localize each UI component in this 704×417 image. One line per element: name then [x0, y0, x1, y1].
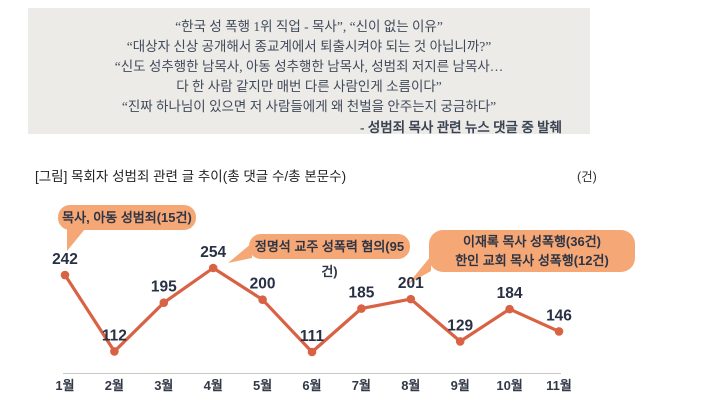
- data-point-marker: [258, 295, 267, 305]
- x-axis-tick-label: 11월: [546, 378, 572, 393]
- x-axis-tick-label: 10월: [496, 378, 522, 393]
- x-axis-tick-label: 5월: [253, 378, 272, 393]
- data-point-marker: [455, 337, 465, 346]
- data-point-value: 146: [546, 307, 572, 324]
- data-point-marker: [307, 347, 317, 357]
- x-axis-tick-label: 4월: [204, 378, 223, 393]
- quote-box: “한국 성 폭행 1위 직업 - 목사”, “신이 없는 이유” “대상자 신상…: [28, 8, 590, 135]
- data-point-value: 185: [348, 285, 374, 302]
- chart-title: [그림] 목회자 성범죄 관련 글 추이(총 댓글 수/총 본문수): [35, 169, 347, 184]
- annotation-text: 목사, 아동 성범죄(15건): [62, 210, 192, 225]
- quote-line: “한국 성 폭행 1위 직업 - 목사”, “신이 없는 이유”: [175, 19, 443, 34]
- data-point-value: 129: [447, 317, 473, 334]
- data-point-value: 201: [398, 275, 424, 292]
- quote-line: 다 한 사람 같지만 매번 다른 사람인게 소름이다”: [176, 79, 442, 94]
- chart-unit-label: (건): [577, 170, 597, 184]
- quote-line: “신도 성추행한 남목사, 아동 성추행한 남목사, 성범죄 저지른 남목사…: [114, 59, 504, 74]
- x-axis-tick-label: 2월: [105, 378, 124, 393]
- data-point-marker: [554, 327, 564, 336]
- data-point-marker: [505, 304, 514, 314]
- x-axis-tick-label: 6월: [302, 378, 321, 393]
- data-point-value: 195: [151, 279, 177, 296]
- annotation-text: 한인 교회 목사 성폭행(12건): [455, 253, 609, 268]
- line-chart: 242 1월 112 2월 195 3월 254 4월 200 5월 111 6월 185 7월 201 8월…: [52, 229, 572, 393]
- x-axis-tick-label: 8월: [401, 378, 420, 393]
- data-point-value: 111: [300, 328, 325, 345]
- annotation-text: 정명석 교주 성폭력 혐의(95건): [254, 239, 405, 279]
- annotation-callout-jan: 목사, 아동 성범죄(15건): [58, 205, 196, 230]
- callout-tail: [67, 229, 85, 251]
- callout-tail: [408, 256, 431, 284]
- data-point-value: 242: [52, 251, 78, 268]
- quote-line: “대상자 신상 공개해서 종교계에서 퇴출시켜야 되는 것 아닙니까?”: [126, 39, 492, 54]
- quote-attribution: - 성범죄 목사 관련 뉴스 댓글 중 발췌: [359, 120, 562, 135]
- data-point-marker: [357, 304, 366, 313]
- annotation-callout-aug: 이재록 목사 성폭행(36건) 한인 교회 목사 성폭행(12건): [429, 230, 635, 272]
- quote-line: “진짜 하나님이 있으면 저 사람들에게 왜 천벌을 안주는지 궁금하다”: [121, 99, 497, 114]
- data-point-marker: [60, 270, 70, 280]
- data-point-value: 112: [102, 327, 127, 344]
- data-point-value: 254: [200, 244, 226, 261]
- data-point-value: 184: [497, 285, 523, 302]
- data-point-value: 200: [250, 276, 276, 293]
- data-point-marker: [110, 347, 119, 356]
- data-point-marker: [208, 263, 218, 273]
- data-point-marker: [406, 294, 416, 304]
- data-point-marker: [159, 298, 169, 307]
- annotation-text: 이재록 목사 성폭행(36건): [463, 234, 601, 249]
- annotation-callout-apr: 정명석 교주 성폭력 혐의(95건): [249, 234, 410, 279]
- callout-tail: [228, 243, 252, 263]
- x-axis-tick-label: 1월: [55, 378, 74, 393]
- x-axis-tick-label: 9월: [451, 378, 470, 393]
- x-axis-tick-label: 7월: [352, 378, 371, 393]
- x-axis-tick-label: 3월: [154, 378, 173, 393]
